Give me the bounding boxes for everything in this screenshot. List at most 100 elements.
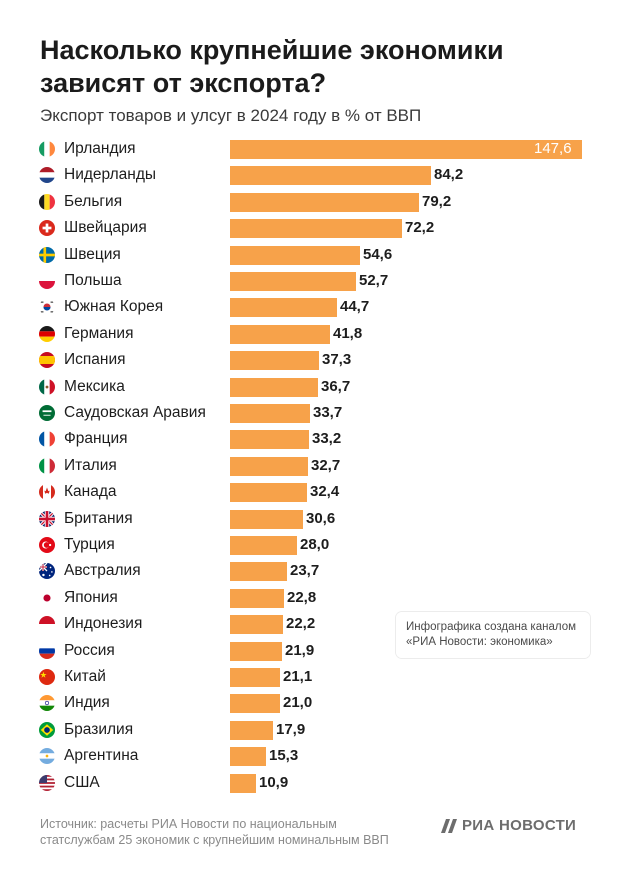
bar-row: Германия 41,8: [0, 321, 620, 347]
value-label: 147,6: [534, 140, 572, 157]
value-label: 21,9: [285, 641, 315, 659]
bar: [230, 509, 303, 529]
value-label: 21,0: [283, 694, 313, 712]
japan-flag-icon: [39, 589, 55, 606]
bar-row: Британия 30,6: [0, 506, 620, 532]
bar: [230, 641, 282, 661]
argentina-flag-icon: [39, 748, 55, 765]
value-label: 79,2: [422, 192, 452, 210]
bar-row: Польша 52,7: [0, 268, 620, 294]
value-label: 30,6: [306, 509, 336, 527]
uk-flag-icon: [39, 510, 55, 527]
spain-flag-icon: [39, 352, 55, 369]
bar-row: Мексика 36,7: [0, 374, 620, 400]
bar-row: Ирландия 147,6: [0, 136, 620, 162]
category-label: Швеция: [64, 245, 121, 263]
source-line-1: Источник: расчеты РИА Новости по национа…: [40, 817, 337, 831]
logo-text: РИА НОВОСТИ: [462, 817, 577, 834]
value-label: 22,8: [287, 588, 317, 606]
category-label: Индонезия: [64, 615, 143, 633]
bar-row: Австралия 23,7: [0, 558, 620, 584]
indonesia-flag-icon: [39, 616, 55, 633]
bar-row: Турция 28,0: [0, 532, 620, 558]
brazil-flag-icon: [39, 721, 55, 738]
category-label: Нидерланды: [64, 166, 157, 184]
chart-title: Насколько крупнейшие экономики зависят о…: [40, 35, 504, 98]
bar: [230, 166, 431, 186]
bar-row: Италия 32,7: [0, 453, 620, 479]
ria-logo-icon: [441, 819, 457, 833]
category-label: Ирландия: [64, 140, 136, 157]
germany-flag-icon: [39, 325, 55, 342]
bar-row: Индия 21,0: [0, 690, 620, 716]
belgium-flag-icon: [39, 193, 55, 210]
mexico-flag-icon: [39, 378, 55, 395]
value-label: 84,2: [434, 166, 464, 184]
poland-flag-icon: [39, 273, 55, 289]
channel-note-line-1: Инфографика создана каналом: [406, 621, 577, 633]
bar: [230, 298, 337, 318]
bar: [230, 562, 287, 582]
value-label: 52,7: [359, 272, 389, 289]
value-label: 17,9: [276, 720, 306, 738]
bar: [230, 694, 280, 714]
value-label: 44,7: [340, 298, 370, 316]
switzerland-flag-icon: [39, 220, 55, 237]
value-label: 33,7: [313, 404, 343, 421]
bar-row: Канада 32,4: [0, 479, 620, 505]
bar: [230, 483, 307, 503]
bar-row: Бельгия 79,2: [0, 189, 620, 215]
bar: [230, 324, 330, 344]
india-flag-icon: [39, 695, 55, 712]
value-label: 54,6: [363, 245, 393, 263]
bar-row: Япония 22,8: [0, 585, 620, 611]
category-label: США: [64, 773, 100, 791]
bar: [230, 404, 310, 423]
bar: [230, 668, 280, 687]
bar: [230, 615, 283, 635]
source-line-2: статслужбам 25 экономик с крупнейшим ном…: [40, 833, 389, 847]
category-label: Германия: [64, 324, 134, 342]
source-note: Источник: расчеты РИА Новости по национа…: [40, 816, 420, 848]
channel-note: Инфографика создана каналом «РИА Новости…: [396, 612, 590, 658]
chart-subtitle: Экспорт товаров и улсуг в 2024 году в % …: [40, 106, 422, 125]
ireland-flag-icon: [39, 141, 55, 157]
bar-row: Франция 33,2: [0, 426, 620, 452]
category-label: Китай: [64, 668, 106, 685]
netherlands-flag-icon: [39, 167, 55, 184]
category-label: Бельгия: [64, 192, 123, 210]
bar: [230, 536, 297, 555]
sweden-flag-icon: [39, 246, 55, 263]
bar: [230, 245, 360, 265]
turkey-flag-icon: [39, 537, 55, 553]
category-label: Британия: [64, 509, 133, 527]
value-label: 33,2: [312, 430, 342, 448]
channel-note-line-2: «РИА Новости: экономика»: [406, 636, 553, 648]
china-flag-icon: [39, 669, 55, 685]
category-label: Польша: [64, 272, 122, 289]
value-label: 22,2: [286, 615, 316, 633]
south-korea-flag-icon: [39, 299, 55, 316]
category-label: Канада: [64, 483, 117, 501]
value-label: 28,0: [300, 536, 330, 553]
australia-flag-icon: [39, 563, 55, 580]
bar-row: Бразилия 17,9: [0, 717, 620, 743]
category-label: Испания: [64, 351, 126, 369]
category-label: Аргентина: [64, 747, 139, 765]
value-label: 10,9: [259, 773, 289, 791]
bar: [230, 773, 256, 793]
bar-row: Аргентина 15,3: [0, 743, 620, 769]
category-label: Саудовская Аравия: [64, 404, 206, 421]
category-label: Южная Корея: [64, 298, 164, 316]
bar-row: Россия 21,9: [0, 638, 620, 664]
bar-row: Швеция 54,6: [0, 242, 620, 268]
bar: [230, 192, 419, 212]
bar-row: Саудовская Аравия 33,7: [0, 400, 620, 426]
bar: [230, 140, 582, 159]
category-label: Италия: [64, 456, 117, 474]
value-label: 41,8: [333, 324, 363, 342]
usa-flag-icon: [39, 774, 55, 791]
category-label: Франция: [64, 430, 128, 448]
value-label: 32,7: [311, 456, 341, 474]
